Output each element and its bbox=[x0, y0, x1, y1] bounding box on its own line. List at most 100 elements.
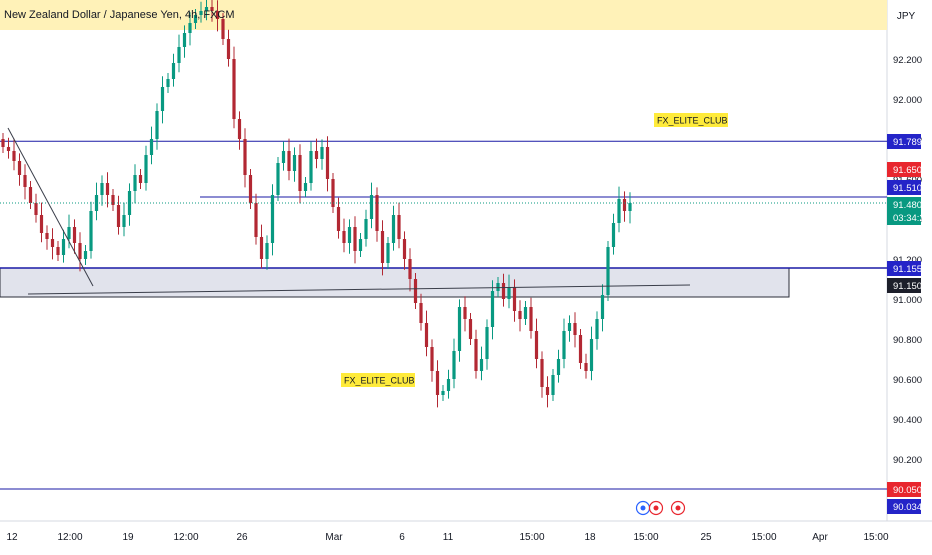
candle-body bbox=[441, 391, 445, 395]
candle-body bbox=[490, 291, 495, 327]
candle-body bbox=[457, 307, 462, 351]
annotation-label: FX_ELITE_CLUB bbox=[657, 116, 728, 126]
candle-body bbox=[584, 363, 588, 371]
candle-body bbox=[391, 215, 396, 243]
candle-body bbox=[67, 227, 71, 239]
candle-body bbox=[259, 237, 264, 259]
y-tick-label: 90.800 bbox=[893, 335, 922, 346]
candle-body bbox=[589, 339, 594, 371]
price-label: 90.050 bbox=[893, 485, 922, 496]
candle-body bbox=[182, 33, 187, 47]
y-tick-label: 92.200 bbox=[893, 55, 922, 66]
candle-body bbox=[545, 387, 550, 395]
candle-body bbox=[364, 219, 368, 239]
candle-body bbox=[50, 239, 55, 247]
candle-body bbox=[122, 215, 126, 227]
annotation-label: FX_ELITE_CLUB bbox=[344, 376, 415, 386]
candle-body bbox=[45, 233, 49, 239]
candle-body bbox=[578, 335, 583, 363]
candle-body bbox=[573, 323, 577, 335]
y-tick-label: 90.600 bbox=[893, 375, 922, 386]
candle-body bbox=[325, 147, 330, 179]
candle-body bbox=[435, 371, 440, 395]
annotation-box bbox=[654, 113, 728, 127]
price-label: 90.034 bbox=[893, 502, 922, 513]
x-tick-label: 25 bbox=[700, 532, 712, 543]
candle-body bbox=[320, 147, 324, 159]
candle-body bbox=[116, 205, 121, 227]
candle-body bbox=[386, 243, 390, 263]
currency-button[interactable]: JPY bbox=[896, 11, 916, 22]
candle-body bbox=[611, 223, 616, 247]
price-label-box bbox=[887, 482, 921, 497]
price-label-box bbox=[887, 499, 921, 514]
candle-body bbox=[254, 203, 258, 237]
trendline bbox=[27, 284, 691, 295]
candle-body bbox=[468, 319, 473, 339]
candle-body bbox=[149, 139, 154, 155]
x-tick-label: Mar bbox=[325, 532, 343, 543]
candle-body bbox=[237, 119, 242, 139]
candle-body bbox=[292, 155, 297, 171]
candle-body bbox=[226, 39, 231, 59]
candle-body bbox=[342, 231, 346, 243]
candle-body bbox=[534, 331, 539, 359]
event-icon-dot bbox=[640, 505, 646, 511]
candle-body bbox=[628, 203, 632, 211]
candle-body bbox=[89, 211, 93, 251]
x-tick-label: 18 bbox=[584, 532, 596, 543]
candle-body bbox=[39, 215, 44, 233]
x-tick-label: 15:00 bbox=[519, 532, 544, 543]
candle-body bbox=[281, 151, 286, 163]
y-tick-label: 90.400 bbox=[893, 415, 922, 426]
candle-body bbox=[463, 307, 467, 319]
x-tick-label: 15:00 bbox=[863, 532, 888, 543]
candle-body bbox=[232, 59, 236, 119]
y-tick-label: 90.200 bbox=[893, 455, 922, 466]
candle-body bbox=[369, 195, 374, 219]
candle-body bbox=[617, 199, 621, 223]
candle-body bbox=[248, 175, 253, 203]
price-label: 91.510 bbox=[893, 183, 922, 194]
candle-body bbox=[424, 323, 429, 347]
candle-body bbox=[622, 199, 627, 211]
candle-body bbox=[72, 227, 77, 243]
candle-body bbox=[512, 287, 517, 311]
candle-body bbox=[12, 151, 16, 161]
annotation-box bbox=[341, 373, 415, 387]
candle-body bbox=[518, 311, 522, 319]
price-label-box bbox=[887, 197, 921, 225]
candle-body bbox=[353, 227, 357, 251]
candle-body bbox=[155, 111, 159, 139]
price-label-box bbox=[887, 162, 921, 177]
price-label: 91.150 bbox=[893, 281, 922, 292]
price-label: 91.789 bbox=[893, 137, 922, 148]
candle-body bbox=[485, 327, 489, 359]
event-icon-dot bbox=[653, 505, 659, 511]
candle-body bbox=[397, 215, 401, 239]
candle-body bbox=[61, 239, 66, 255]
candle-body bbox=[446, 379, 451, 391]
candle-body bbox=[265, 243, 269, 259]
candle-body bbox=[6, 147, 11, 151]
candle-body bbox=[28, 187, 33, 203]
x-tick-label: 6 bbox=[399, 532, 405, 543]
candle-body bbox=[408, 259, 412, 279]
candle-body bbox=[452, 351, 456, 379]
x-tick-label: 15:00 bbox=[633, 532, 658, 543]
candle-body bbox=[529, 307, 533, 331]
candle-body bbox=[83, 251, 88, 259]
candle-body bbox=[606, 247, 610, 295]
x-tick-label: 12:00 bbox=[57, 532, 82, 543]
candle-body bbox=[314, 151, 319, 159]
candle-body bbox=[34, 203, 38, 215]
event-icons[interactable] bbox=[635, 500, 686, 516]
price-label-box bbox=[887, 261, 921, 276]
x-tick-label: 19 bbox=[122, 532, 134, 543]
price-label: 91.650 bbox=[893, 165, 922, 176]
candle-body bbox=[474, 339, 478, 371]
candle-body bbox=[501, 283, 506, 299]
event-icon-dot bbox=[675, 505, 681, 511]
